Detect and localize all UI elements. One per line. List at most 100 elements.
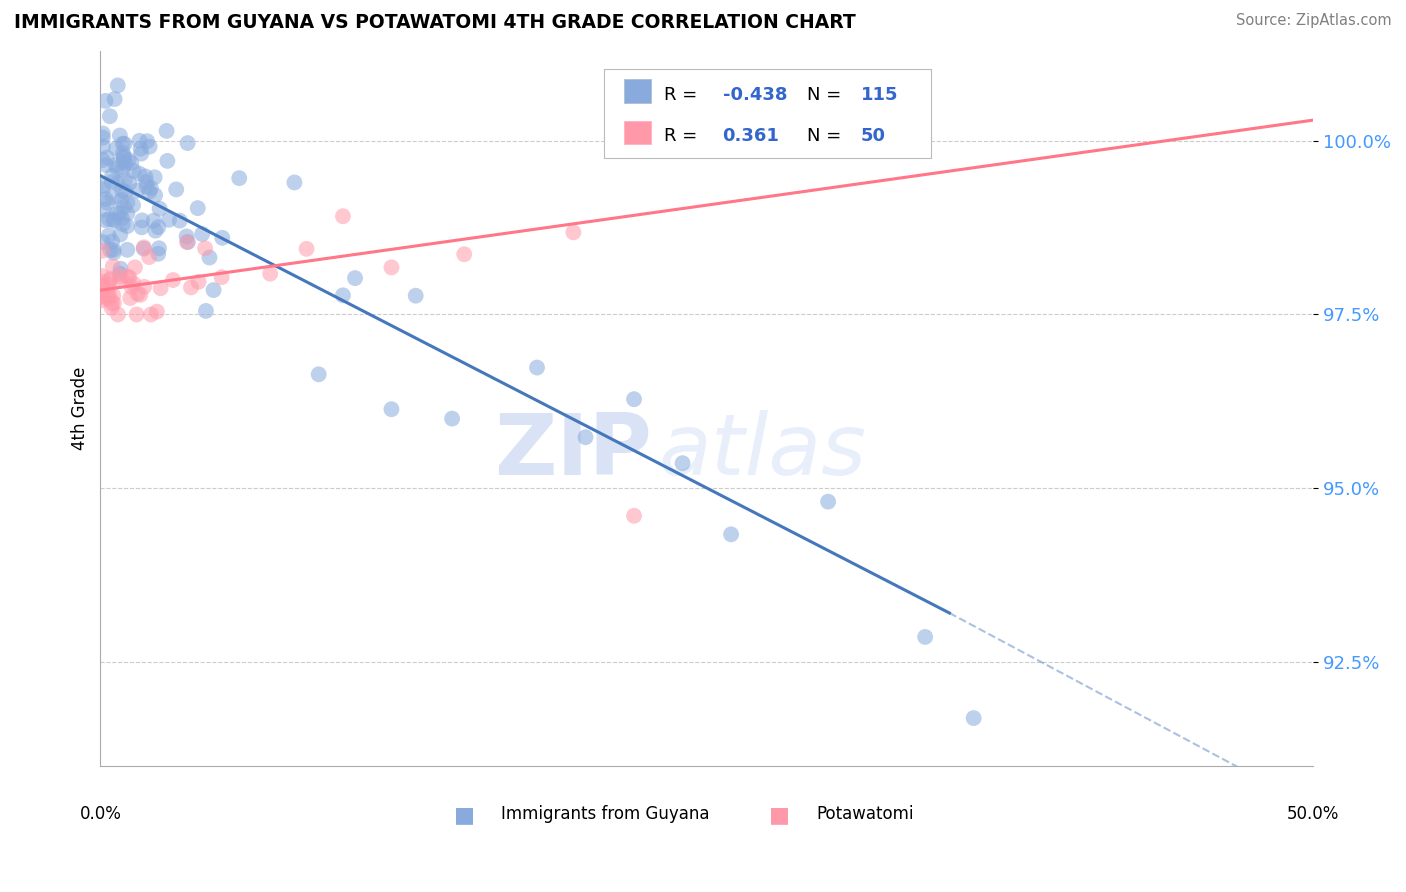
Point bbox=[108, 273, 131, 287]
Point bbox=[125, 308, 148, 322]
Text: -0.438: -0.438 bbox=[723, 87, 787, 104]
Point bbox=[671, 456, 693, 470]
Point bbox=[91, 139, 114, 153]
Point bbox=[94, 158, 117, 172]
Point bbox=[105, 177, 128, 191]
Point bbox=[963, 711, 986, 725]
Point bbox=[112, 200, 135, 214]
Point bbox=[405, 289, 427, 303]
Point bbox=[623, 392, 645, 407]
Text: Immigrants from Guyana: Immigrants from Guyana bbox=[501, 805, 709, 823]
Point bbox=[94, 213, 117, 227]
Point bbox=[108, 128, 131, 143]
Point bbox=[162, 273, 184, 287]
Point bbox=[91, 244, 114, 258]
Point bbox=[90, 293, 112, 308]
Point bbox=[111, 146, 134, 161]
Point bbox=[111, 211, 134, 226]
Text: 0.0%: 0.0% bbox=[79, 805, 121, 823]
Point bbox=[110, 193, 132, 207]
Point bbox=[96, 284, 118, 298]
FancyBboxPatch shape bbox=[624, 79, 651, 103]
Point bbox=[91, 269, 114, 284]
Point bbox=[134, 280, 156, 294]
Point bbox=[122, 198, 145, 212]
Point bbox=[176, 229, 198, 244]
Point bbox=[142, 213, 165, 227]
Point bbox=[149, 202, 172, 216]
Point bbox=[129, 142, 152, 156]
FancyBboxPatch shape bbox=[603, 69, 931, 158]
Point bbox=[107, 78, 129, 93]
Point bbox=[148, 241, 170, 255]
Point bbox=[91, 127, 114, 141]
Point bbox=[97, 292, 120, 306]
Text: IMMIGRANTS FROM GUYANA VS POTAWATOMI 4TH GRADE CORRELATION CHART: IMMIGRANTS FROM GUYANA VS POTAWATOMI 4TH… bbox=[14, 13, 856, 32]
Point bbox=[138, 250, 160, 264]
Text: 115: 115 bbox=[860, 87, 898, 104]
Point bbox=[128, 134, 150, 148]
Point bbox=[380, 260, 402, 275]
Point bbox=[105, 161, 128, 175]
Text: N =: N = bbox=[807, 87, 848, 104]
Point bbox=[110, 227, 132, 242]
Point bbox=[105, 142, 128, 156]
Point bbox=[104, 92, 127, 106]
Point bbox=[100, 175, 122, 189]
Point bbox=[187, 201, 209, 215]
Text: 50: 50 bbox=[860, 128, 886, 145]
Point bbox=[107, 308, 129, 322]
Point bbox=[90, 278, 112, 293]
Point bbox=[332, 288, 354, 302]
Point bbox=[112, 149, 135, 163]
Point bbox=[91, 178, 114, 193]
Point bbox=[117, 243, 139, 257]
Point bbox=[101, 260, 124, 274]
Point bbox=[283, 176, 305, 190]
Point bbox=[143, 170, 166, 185]
Point bbox=[149, 281, 172, 295]
Text: ZIP: ZIP bbox=[495, 409, 652, 492]
Point bbox=[97, 277, 120, 292]
Text: R =: R = bbox=[665, 87, 703, 104]
Point bbox=[211, 270, 233, 285]
Point bbox=[194, 304, 217, 318]
Text: Source: ZipAtlas.com: Source: ZipAtlas.com bbox=[1236, 13, 1392, 29]
Point bbox=[177, 235, 200, 249]
Point bbox=[101, 235, 124, 249]
Point bbox=[97, 195, 120, 210]
Point bbox=[101, 169, 124, 183]
FancyBboxPatch shape bbox=[624, 120, 651, 145]
Point bbox=[103, 245, 125, 260]
Point bbox=[259, 267, 281, 281]
Point bbox=[139, 181, 162, 195]
Point bbox=[94, 94, 117, 108]
Point bbox=[156, 153, 179, 168]
Point bbox=[120, 280, 142, 294]
Point bbox=[176, 136, 198, 150]
Point bbox=[817, 494, 839, 508]
Point bbox=[100, 271, 122, 285]
Point bbox=[117, 206, 139, 220]
Point bbox=[94, 192, 117, 206]
Point bbox=[98, 273, 121, 287]
Point bbox=[194, 241, 217, 255]
Point bbox=[118, 177, 141, 191]
Point bbox=[127, 286, 149, 301]
Point bbox=[90, 287, 112, 301]
Point bbox=[135, 179, 157, 194]
Point bbox=[131, 220, 153, 235]
Point bbox=[117, 153, 139, 167]
Point bbox=[139, 308, 162, 322]
Point bbox=[96, 151, 118, 165]
Point bbox=[131, 213, 153, 227]
Point bbox=[228, 171, 250, 186]
Point bbox=[129, 288, 152, 302]
Point bbox=[157, 212, 180, 227]
Point bbox=[91, 182, 114, 196]
Point bbox=[136, 134, 159, 148]
Point bbox=[344, 271, 367, 285]
Point bbox=[90, 289, 112, 303]
Point bbox=[308, 368, 330, 382]
Point bbox=[100, 301, 122, 315]
